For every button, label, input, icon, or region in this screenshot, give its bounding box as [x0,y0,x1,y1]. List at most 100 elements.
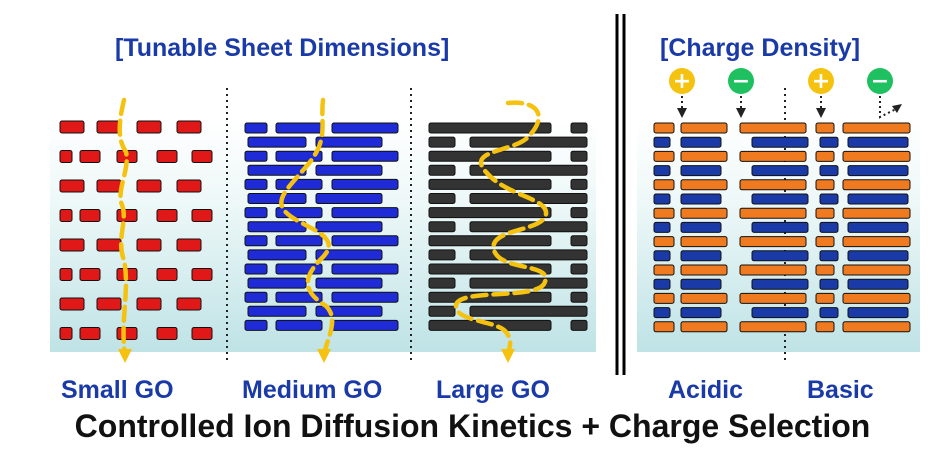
sheet-large-go [428,193,456,204]
sheet-small-go [191,268,213,281]
sheet-medium-go [244,319,268,331]
arrow-down-icon [317,349,331,363]
sheet-medium-go [331,178,399,190]
sheet-large-go [570,150,588,162]
sheet-large-go [428,249,456,261]
sheet-basic [815,264,835,276]
sheet-medium-go [331,207,399,219]
sheet-acidic [653,165,671,177]
sheet-acidic [653,278,671,290]
sheet-acidic [653,207,675,219]
sheet-basic [842,207,911,219]
sheet-acidic [739,292,807,304]
sheet-acidic [680,122,728,134]
sheet-basic [847,193,909,205]
sheet-large-go [469,277,588,289]
sheet-acidic [751,278,809,290]
sheet-basic [815,179,835,191]
minus-icon: − [871,69,889,94]
sheet-acidic [653,193,671,205]
sheet-acidic [739,207,807,219]
sheet-medium-go [315,136,383,148]
sheet-large-go [570,207,588,219]
sheet-acidic [653,179,675,191]
sheet-large-go [428,207,552,219]
sheet-medium-go [315,249,383,261]
heading-charge-density: [Charge Density] [660,34,861,62]
sheet-medium-go [247,305,307,317]
sheet-medium-go [331,319,399,331]
sheet-medium-go [247,221,307,233]
sheet-acidic [680,278,722,290]
sheet-acidic [653,150,675,162]
sheet-basic [815,321,835,333]
sheet-large-go [428,305,456,317]
sheet-small-go [59,150,73,163]
sheet-acidic [751,193,809,205]
sheet-medium-go [247,136,307,148]
sheet-small-go [136,120,162,134]
sheet-basic [819,136,839,148]
sheet-small-go [176,179,202,193]
sheet-large-go [469,136,588,148]
sheet-acidic [739,264,807,276]
negative-ion: − [728,68,754,118]
sheet-basic [842,292,911,304]
label-medium-go: Medium GO [242,376,383,404]
sheet-acidic [680,236,728,248]
sheet-small-go [156,209,178,222]
sheet-acidic [653,122,675,134]
sheet-large-go [570,122,588,134]
sheet-basic [815,150,835,162]
sheet-acidic [739,179,807,191]
sheet-medium-go [275,207,323,219]
sheet-medium-go [315,277,383,289]
sheet-large-go [469,305,588,317]
sheet-medium-go [315,164,383,176]
sheet-acidic [751,165,809,177]
sheet-acidic [680,307,722,319]
heading-tunable-sheet-dimensions: [Tunable Sheet Dimensions] [115,34,450,62]
sheet-large-go [570,319,588,331]
sheet-basic [847,165,909,177]
positive-ion: + [808,68,834,118]
sheet-small-go [156,327,178,340]
sheet-acidic [680,179,728,191]
label-large-go: Large GO [436,376,550,404]
sheet-medium-go [244,235,268,247]
arrow-down-icon [736,108,746,118]
sheet-basic [847,250,909,262]
sheet-basic [819,307,839,319]
sheet-medium-go [315,193,383,204]
sheet-acidic [653,292,675,304]
sheet-medium-go [244,263,268,275]
sheet-basic [842,122,911,134]
sheet-basic [847,307,909,319]
label-acidic: Acidic [668,376,744,404]
sheet-small-go [176,238,202,252]
sheet-medium-go [247,164,307,176]
sheet-acidic [653,250,671,262]
sheet-basic [842,150,911,162]
sheet-acidic [680,321,728,333]
sheet-medium-go [275,178,323,190]
sheet-medium-go [331,291,399,303]
sheet-basic [819,221,839,233]
sheet-acidic [751,221,809,233]
sheet-large-go [428,235,552,247]
sheet-small-go [191,150,213,163]
label-basic: Basic [807,376,874,404]
sheet-small-go [59,120,85,134]
sheet-small-go [156,150,178,163]
sheet-acidic [680,165,722,177]
sheet-small-go [79,327,101,340]
sheet-basic [815,207,835,219]
plus-icon: + [812,69,830,94]
sheet-small-go [59,297,85,311]
caption: Controlled Ion Diffusion Kinetics + Char… [74,408,871,444]
sheet-small-go [156,268,178,281]
negative-ion: − [867,68,902,119]
sheet-small-go [59,179,85,193]
sheet-acidic [751,307,809,319]
